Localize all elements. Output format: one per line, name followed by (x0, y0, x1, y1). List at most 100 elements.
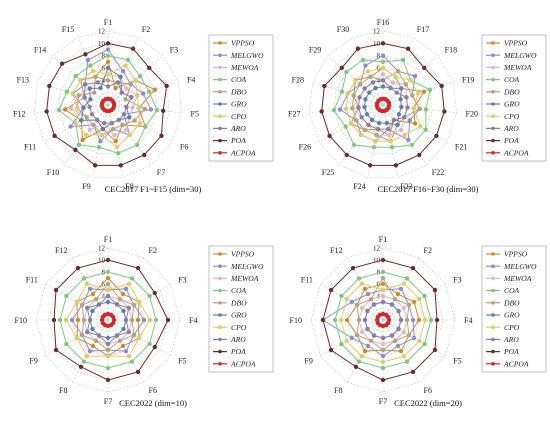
data-point (140, 91, 146, 96)
data-point (81, 359, 87, 364)
data-point (371, 333, 377, 338)
data-point (160, 108, 166, 114)
radar-panel-2: 4681012F16F17F18F19F20F21F22F23F24F25F26… (288, 18, 547, 194)
data-point (344, 296, 349, 302)
radar-axis-label: F9 (29, 357, 37, 366)
data-point (96, 145, 102, 150)
data-point (85, 305, 90, 311)
data-point (344, 69, 349, 75)
data-point (135, 317, 141, 323)
radar-panel-1: 4681012F1F2F3F4F5F6F7F8F9F10F11F12F13F14… (13, 18, 274, 194)
data-point (360, 329, 365, 335)
data-point (422, 341, 427, 347)
grid-ring (46, 43, 170, 166)
data-point (125, 57, 131, 63)
data-point (143, 124, 148, 129)
data-point (131, 302, 137, 308)
data-point (114, 333, 120, 338)
data-point (84, 115, 89, 120)
legend-label: ACPOA (230, 359, 256, 368)
data-point (365, 68, 371, 74)
data-point (84, 354, 90, 359)
legend-marker (218, 362, 222, 366)
data-point (357, 82, 363, 87)
data-point (105, 53, 111, 58)
legend-marker (218, 53, 222, 57)
data-point (87, 104, 92, 110)
data-point (127, 115, 132, 120)
data-point (152, 290, 157, 296)
data-point (343, 124, 348, 129)
data-point (395, 343, 401, 349)
legend-label: GRO (231, 100, 247, 109)
radar-axis-label: F5 (453, 357, 461, 366)
data-point (81, 276, 87, 281)
radar-tick-label: 10 (98, 40, 106, 48)
data-point (401, 354, 407, 359)
data-point (380, 299, 386, 305)
data-point (105, 347, 111, 353)
data-point (338, 317, 344, 323)
data-point (56, 107, 62, 113)
legend-label: COA (231, 286, 247, 295)
data-point (362, 348, 368, 354)
radar-axis-label: F18 (445, 45, 457, 54)
radar-axis-label: F12 (55, 246, 67, 255)
data-point (410, 369, 416, 375)
data-point (412, 73, 418, 79)
legend-label: GRO (504, 100, 520, 109)
data-point (165, 317, 171, 323)
data-point (403, 82, 409, 87)
data-point (362, 86, 367, 91)
data-point (354, 332, 360, 338)
data-point (147, 65, 152, 71)
data-point (428, 317, 434, 323)
data-point (398, 286, 404, 292)
radar-axis-label: F4 (189, 316, 197, 325)
data-point (105, 275, 111, 281)
data-point (148, 107, 154, 112)
series-acpoa (99, 96, 117, 114)
data-point (105, 353, 111, 359)
legend-label: ARO (230, 335, 246, 344)
data-point (421, 89, 427, 94)
radar-axis-label: F10 (47, 168, 59, 177)
radar-axis-label: F2 (149, 246, 157, 255)
radar-axis-label: F2 (142, 25, 150, 34)
data-point (90, 308, 95, 314)
data-point (94, 117, 100, 123)
data-point (349, 299, 355, 305)
data-point (432, 347, 438, 353)
data-point (380, 335, 386, 341)
data-point (123, 63, 128, 68)
data-point (389, 145, 395, 150)
data-point (408, 78, 413, 83)
radar-axis-label: F1 (104, 18, 112, 27)
data-point (87, 286, 93, 292)
data-point (141, 317, 147, 323)
legend-marker (491, 151, 495, 155)
series-coa (332, 269, 434, 371)
series-acpoa (99, 311, 117, 329)
data-point (328, 287, 334, 293)
data-point (369, 117, 375, 123)
data-point (344, 338, 349, 344)
data-point (136, 335, 142, 341)
radar-axis-label: F7 (157, 168, 165, 177)
data-point (80, 137, 85, 143)
data-point (371, 145, 377, 150)
data-point (128, 82, 134, 87)
data-point (78, 78, 83, 83)
legend-marker (491, 114, 495, 118)
data-point (362, 317, 368, 323)
series-line (72, 64, 141, 148)
data-point (366, 122, 371, 128)
data-point (357, 95, 362, 100)
data-point (117, 297, 123, 302)
data-point (339, 65, 344, 71)
data-point (90, 68, 96, 74)
legend-marker (491, 349, 495, 354)
data-point (116, 151, 121, 156)
data-point (423, 127, 428, 132)
data-point (350, 106, 355, 111)
